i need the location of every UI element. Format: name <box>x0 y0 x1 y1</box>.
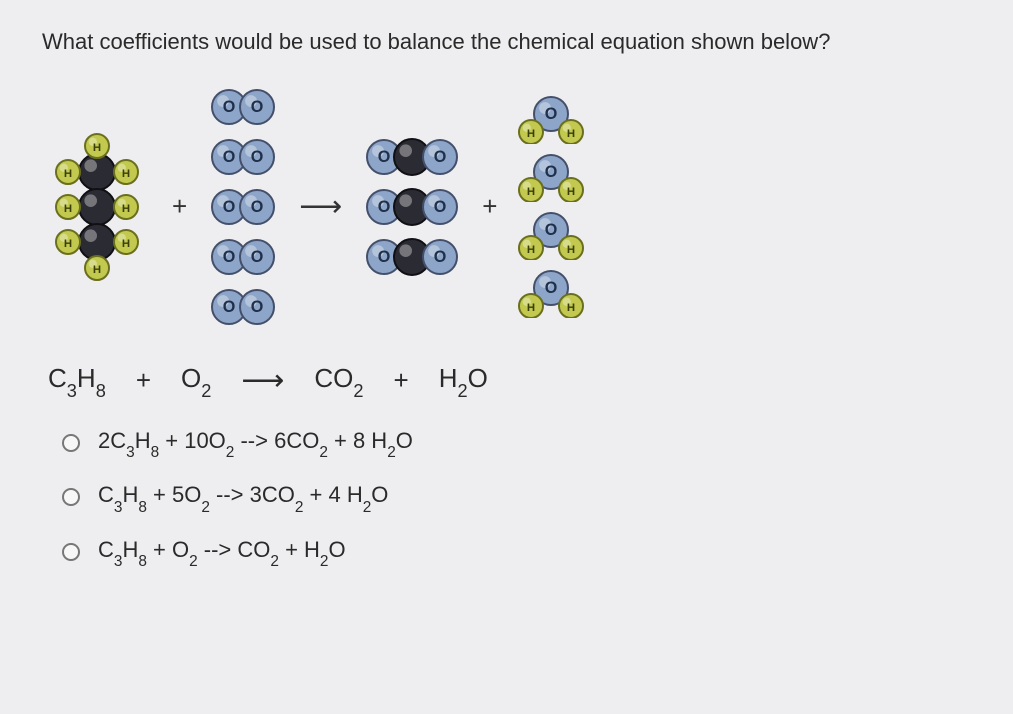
molecule-o2: OOOOOOOOOO <box>207 87 279 327</box>
eq-arrow: ⟶ <box>241 363 284 398</box>
eq-term: CO2 <box>314 363 363 398</box>
svg-text:O: O <box>223 148 236 166</box>
eq-plus: + <box>136 365 151 396</box>
svg-text:H: H <box>122 238 130 250</box>
svg-text:H: H <box>567 186 575 198</box>
reaction-arrow: ⟶ <box>295 189 346 224</box>
answer-options: 2C3H8 + 10O2 --> 6CO2 + 8 H2O C3H8 + 5O2 … <box>62 428 971 567</box>
radio-icon[interactable] <box>62 434 80 452</box>
svg-text:H: H <box>567 302 575 314</box>
molecule-diagram: HHHHHHHH+OOOOOOOOOO⟶OOOOOO+OHHOHHOHHOHH <box>42 87 971 327</box>
svg-text:O: O <box>251 248 264 266</box>
svg-text:O: O <box>434 248 447 266</box>
svg-text:O: O <box>251 198 264 216</box>
svg-text:H: H <box>64 203 72 215</box>
answer-option-label: C3H8 + 5O2 --> 3CO2 + 4 H2O <box>98 482 388 512</box>
svg-text:H: H <box>122 203 130 215</box>
svg-text:O: O <box>434 198 447 216</box>
svg-text:O: O <box>545 279 558 297</box>
svg-text:H: H <box>64 168 72 180</box>
molecule-propane: H H H H H H H H <box>42 132 152 282</box>
svg-text:O: O <box>223 98 236 116</box>
svg-text:H: H <box>527 244 535 256</box>
answer-option[interactable]: C3H8 + O2 --> CO2 + H2O <box>62 537 971 567</box>
svg-text:O: O <box>434 148 447 166</box>
svg-text:H: H <box>122 168 130 180</box>
svg-text:O: O <box>251 98 264 116</box>
answer-option-label: 2C3H8 + 10O2 --> 6CO2 + 8 H2O <box>98 428 413 458</box>
svg-text:H: H <box>527 128 535 140</box>
plus-symbol: + <box>478 191 501 222</box>
answer-option[interactable]: C3H8 + 5O2 --> 3CO2 + 4 H2O <box>62 482 971 512</box>
svg-text:O: O <box>223 298 236 316</box>
answer-option-label: C3H8 + O2 --> CO2 + H2O <box>98 537 346 567</box>
radio-icon[interactable] <box>62 543 80 561</box>
skeleton-equation: C3H8 + O2 ⟶ CO2 + H2O <box>48 363 971 398</box>
svg-text:O: O <box>378 248 391 266</box>
svg-text:O: O <box>378 198 391 216</box>
svg-text:O: O <box>223 198 236 216</box>
svg-text:O: O <box>251 148 264 166</box>
svg-text:O: O <box>251 298 264 316</box>
svg-text:H: H <box>93 142 101 154</box>
answer-option[interactable]: 2C3H8 + 10O2 --> 6CO2 + 8 H2O <box>62 428 971 458</box>
eq-term: O2 <box>181 363 211 398</box>
svg-text:H: H <box>64 238 72 250</box>
molecule-co2: O O O O O O <box>362 137 462 277</box>
svg-text:O: O <box>223 248 236 266</box>
eq-term: H2O <box>439 363 488 398</box>
svg-text:O: O <box>378 148 391 166</box>
svg-text:H: H <box>567 244 575 256</box>
svg-text:O: O <box>545 163 558 181</box>
svg-text:H: H <box>567 128 575 140</box>
eq-term: C3H8 <box>48 363 106 398</box>
plus-symbol: + <box>168 191 191 222</box>
radio-icon[interactable] <box>62 488 80 506</box>
molecule-h2o: OHHOHHOHHOHH <box>517 96 585 318</box>
svg-text:O: O <box>545 105 558 123</box>
eq-plus: + <box>394 365 409 396</box>
svg-text:H: H <box>527 302 535 314</box>
svg-text:H: H <box>527 186 535 198</box>
svg-text:O: O <box>545 221 558 239</box>
question-text: What coefficients would be used to balan… <box>42 28 971 57</box>
svg-text:H: H <box>93 264 101 276</box>
